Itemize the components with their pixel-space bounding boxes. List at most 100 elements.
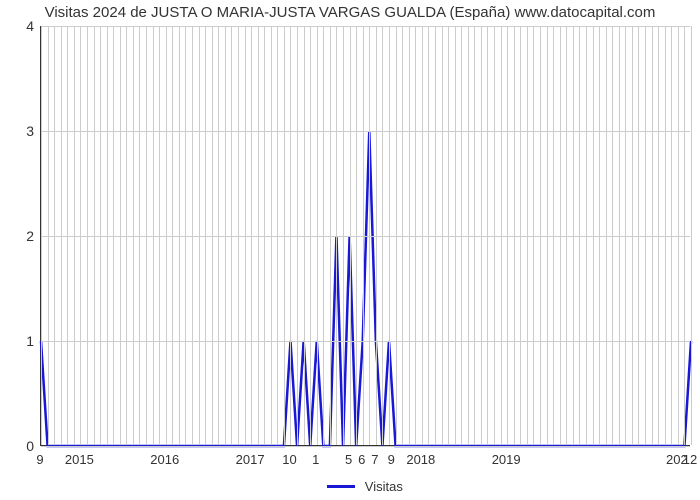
vgrid-line — [225, 26, 226, 445]
vgrid-line — [323, 26, 324, 445]
vgrid-line — [422, 26, 423, 445]
x-tick-label: 2017 — [236, 452, 265, 467]
legend: Visitas — [40, 478, 690, 494]
vgrid-line — [107, 26, 108, 445]
vgrid-line — [382, 26, 383, 445]
vgrid-line — [153, 26, 154, 445]
vgrid-line — [671, 26, 672, 445]
vgrid-line — [212, 26, 213, 445]
y-tick-label: 2 — [4, 228, 34, 244]
vgrid-line — [540, 26, 541, 445]
vgrid-line — [684, 26, 685, 445]
vgrid-line — [277, 26, 278, 445]
hgrid-line — [41, 446, 690, 447]
vgrid-line — [691, 26, 692, 445]
legend-label: Visitas — [365, 479, 403, 494]
vgrid-line — [205, 26, 206, 445]
vgrid-line — [336, 26, 337, 445]
vgrid-line — [100, 26, 101, 445]
vgrid-line — [159, 26, 160, 445]
vgrid-line — [619, 26, 620, 445]
vgrid-line — [41, 26, 42, 445]
vgrid-line — [560, 26, 561, 445]
vgrid-line — [61, 26, 62, 445]
vgrid-line — [218, 26, 219, 445]
vgrid-line — [586, 26, 587, 445]
vgrid-line — [494, 26, 495, 445]
vgrid-line — [290, 26, 291, 445]
vgrid-line — [120, 26, 121, 445]
vgrid-line — [533, 26, 534, 445]
vgrid-line — [310, 26, 311, 445]
point-label: 12 — [683, 452, 697, 467]
x-tick-label: 2015 — [65, 452, 94, 467]
x-tick-label: 2016 — [150, 452, 179, 467]
vgrid-line — [166, 26, 167, 445]
vgrid-line — [146, 26, 147, 445]
y-tick-label: 4 — [4, 18, 34, 34]
vgrid-line — [80, 26, 81, 445]
vgrid-line — [133, 26, 134, 445]
vgrid-line — [199, 26, 200, 445]
vgrid-line — [409, 26, 410, 445]
vgrid-line — [297, 26, 298, 445]
vgrid-line — [356, 26, 357, 445]
vgrid-line — [593, 26, 594, 445]
vgrid-line — [520, 26, 521, 445]
vgrid-line — [474, 26, 475, 445]
vgrid-line — [54, 26, 55, 445]
vgrid-line — [94, 26, 95, 445]
vgrid-line — [343, 26, 344, 445]
plot-area — [40, 26, 690, 446]
vgrid-line — [238, 26, 239, 445]
vgrid-line — [87, 26, 88, 445]
point-label: 9 — [36, 452, 43, 467]
vgrid-line — [461, 26, 462, 445]
vgrid-line — [251, 26, 252, 445]
y-tick-label: 0 — [4, 438, 34, 454]
vgrid-line — [126, 26, 127, 445]
vgrid-line — [652, 26, 653, 445]
vgrid-line — [579, 26, 580, 445]
vgrid-line — [330, 26, 331, 445]
vgrid-line — [448, 26, 449, 445]
vgrid-line — [74, 26, 75, 445]
point-label: 10 — [282, 452, 296, 467]
vgrid-line — [645, 26, 646, 445]
vgrid-line — [231, 26, 232, 445]
x-tick-label: 2019 — [492, 452, 521, 467]
vgrid-line — [481, 26, 482, 445]
vgrid-line — [139, 26, 140, 445]
vgrid-line — [514, 26, 515, 445]
vgrid-line — [192, 26, 193, 445]
vgrid-line — [442, 26, 443, 445]
point-label: 1 — [312, 452, 319, 467]
vgrid-line — [638, 26, 639, 445]
vgrid-line — [271, 26, 272, 445]
vgrid-line — [376, 26, 377, 445]
vgrid-line — [632, 26, 633, 445]
vgrid-line — [573, 26, 574, 445]
vgrid-line — [304, 26, 305, 445]
vgrid-line — [612, 26, 613, 445]
vgrid-line — [507, 26, 508, 445]
vgrid-line — [455, 26, 456, 445]
vgrid-line — [350, 26, 351, 445]
vgrid-line — [396, 26, 397, 445]
vgrid-line — [428, 26, 429, 445]
vgrid-line — [547, 26, 548, 445]
vgrid-line — [67, 26, 68, 445]
vgrid-line — [468, 26, 469, 445]
vgrid-line — [113, 26, 114, 445]
vgrid-line — [402, 26, 403, 445]
vgrid-line — [389, 26, 390, 445]
vgrid-line — [317, 26, 318, 445]
vgrid-line — [179, 26, 180, 445]
vgrid-line — [284, 26, 285, 445]
vgrid-line — [258, 26, 259, 445]
vgrid-line — [435, 26, 436, 445]
x-tick-label: 2018 — [406, 452, 435, 467]
vgrid-line — [245, 26, 246, 445]
vgrid-line — [678, 26, 679, 445]
vgrid-line — [606, 26, 607, 445]
